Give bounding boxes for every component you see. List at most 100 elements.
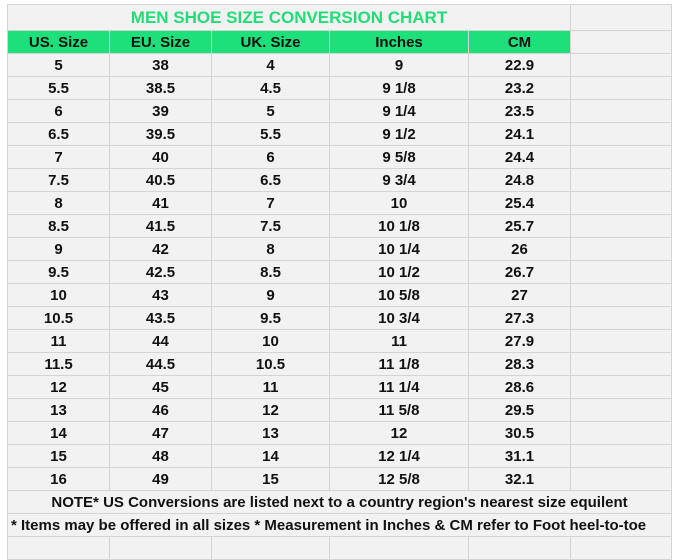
table-cell[interactable]: 23.5 bbox=[468, 99, 571, 123]
table-cell[interactable]: 31.1 bbox=[468, 444, 571, 468]
table-cell[interactable]: 9 1/2 bbox=[329, 122, 469, 146]
empty-cell[interactable] bbox=[329, 536, 469, 560]
empty-cell[interactable] bbox=[570, 4, 672, 31]
empty-cell[interactable] bbox=[7, 536, 110, 560]
table-cell[interactable]: 9 1/4 bbox=[329, 99, 469, 123]
table-cell[interactable]: 49 bbox=[109, 467, 212, 491]
table-cell[interactable]: 12 bbox=[7, 375, 110, 399]
empty-cell[interactable] bbox=[570, 444, 672, 468]
table-cell[interactable]: 8.5 bbox=[7, 214, 110, 238]
empty-cell[interactable] bbox=[570, 260, 672, 284]
table-cell[interactable]: 39 bbox=[109, 99, 212, 123]
table-cell[interactable]: 27.3 bbox=[468, 306, 571, 330]
table-cell[interactable]: 9 bbox=[211, 283, 330, 307]
empty-cell[interactable] bbox=[211, 536, 330, 560]
table-cell[interactable]: 10 1/4 bbox=[329, 237, 469, 261]
table-cell[interactable]: 9 3/4 bbox=[329, 168, 469, 192]
table-cell[interactable]: 43 bbox=[109, 283, 212, 307]
table-cell[interactable]: 11 1/8 bbox=[329, 352, 469, 376]
table-cell[interactable]: 42 bbox=[109, 237, 212, 261]
table-cell[interactable]: 9 1/8 bbox=[329, 76, 469, 100]
table-cell[interactable]: 10 5/8 bbox=[329, 283, 469, 307]
table-cell[interactable]: 42.5 bbox=[109, 260, 212, 284]
empty-cell[interactable] bbox=[570, 99, 672, 123]
table-cell[interactable]: 5.5 bbox=[211, 122, 330, 146]
table-cell[interactable]: 38 bbox=[109, 53, 212, 77]
table-cell[interactable]: 7 bbox=[211, 191, 330, 215]
table-cell[interactable]: 25.7 bbox=[468, 214, 571, 238]
table-cell[interactable]: 26.7 bbox=[468, 260, 571, 284]
table-cell[interactable]: 41 bbox=[109, 191, 212, 215]
table-cell[interactable]: 12 bbox=[329, 421, 469, 445]
empty-cell[interactable] bbox=[570, 467, 672, 491]
empty-cell[interactable] bbox=[570, 283, 672, 307]
table-cell[interactable]: 7.5 bbox=[211, 214, 330, 238]
empty-cell[interactable] bbox=[570, 398, 672, 422]
table-cell[interactable]: 11 1/4 bbox=[329, 375, 469, 399]
table-cell[interactable]: 6 bbox=[211, 145, 330, 169]
table-cell[interactable]: 13 bbox=[7, 398, 110, 422]
table-cell[interactable]: 44 bbox=[109, 329, 212, 353]
table-cell[interactable]: 24.8 bbox=[468, 168, 571, 192]
table-cell[interactable]: 14 bbox=[211, 444, 330, 468]
table-cell[interactable]: 10 bbox=[211, 329, 330, 353]
table-cell[interactable]: 9 bbox=[7, 237, 110, 261]
empty-cell[interactable] bbox=[570, 191, 672, 215]
empty-cell[interactable] bbox=[570, 30, 672, 54]
empty-cell[interactable] bbox=[468, 536, 571, 560]
table-cell[interactable]: 10.5 bbox=[7, 306, 110, 330]
table-cell[interactable]: 10 1/8 bbox=[329, 214, 469, 238]
table-cell[interactable]: 15 bbox=[211, 467, 330, 491]
table-cell[interactable]: 12 1/4 bbox=[329, 444, 469, 468]
table-cell[interactable]: 41.5 bbox=[109, 214, 212, 238]
table-cell[interactable]: 11 bbox=[7, 329, 110, 353]
table-cell[interactable]: 40.5 bbox=[109, 168, 212, 192]
table-cell[interactable]: 48 bbox=[109, 444, 212, 468]
table-cell[interactable]: 6 bbox=[7, 99, 110, 123]
table-cell[interactable]: 16 bbox=[7, 467, 110, 491]
empty-cell[interactable] bbox=[570, 375, 672, 399]
table-cell[interactable]: 11.5 bbox=[7, 352, 110, 376]
empty-cell[interactable] bbox=[570, 76, 672, 100]
table-cell[interactable]: 7.5 bbox=[7, 168, 110, 192]
table-cell[interactable]: 8.5 bbox=[211, 260, 330, 284]
table-cell[interactable]: 25.4 bbox=[468, 191, 571, 215]
table-cell[interactable]: 15 bbox=[7, 444, 110, 468]
table-cell[interactable]: 8 bbox=[7, 191, 110, 215]
table-cell[interactable]: 24.1 bbox=[468, 122, 571, 146]
empty-cell[interactable] bbox=[570, 329, 672, 353]
empty-cell[interactable] bbox=[570, 53, 672, 77]
table-cell[interactable]: 6.5 bbox=[7, 122, 110, 146]
table-cell[interactable]: 14 bbox=[7, 421, 110, 445]
empty-cell[interactable] bbox=[570, 168, 672, 192]
table-cell[interactable]: 10 bbox=[329, 191, 469, 215]
empty-cell[interactable] bbox=[570, 352, 672, 376]
table-cell[interactable]: 12 5/8 bbox=[329, 467, 469, 491]
table-cell[interactable]: 12 bbox=[211, 398, 330, 422]
table-cell[interactable]: 5 bbox=[7, 53, 110, 77]
table-cell[interactable]: 9 bbox=[329, 53, 469, 77]
table-cell[interactable]: 30.5 bbox=[468, 421, 571, 445]
table-cell[interactable]: 27.9 bbox=[468, 329, 571, 353]
table-cell[interactable]: 5 bbox=[211, 99, 330, 123]
table-cell[interactable]: 32.1 bbox=[468, 467, 571, 491]
empty-cell[interactable] bbox=[570, 214, 672, 238]
table-cell[interactable]: 24.4 bbox=[468, 145, 571, 169]
table-cell[interactable]: 23.2 bbox=[468, 76, 571, 100]
table-cell[interactable]: 10 3/4 bbox=[329, 306, 469, 330]
table-cell[interactable]: 13 bbox=[211, 421, 330, 445]
table-cell[interactable]: 26 bbox=[468, 237, 571, 261]
table-cell[interactable]: 10.5 bbox=[211, 352, 330, 376]
table-cell[interactable]: 11 bbox=[329, 329, 469, 353]
table-cell[interactable]: 6.5 bbox=[211, 168, 330, 192]
empty-cell[interactable] bbox=[570, 421, 672, 445]
table-cell[interactable]: 4.5 bbox=[211, 76, 330, 100]
empty-cell[interactable] bbox=[570, 306, 672, 330]
table-cell[interactable]: 40 bbox=[109, 145, 212, 169]
table-cell[interactable]: 8 bbox=[211, 237, 330, 261]
table-cell[interactable]: 10 1/2 bbox=[329, 260, 469, 284]
table-cell[interactable]: 39.5 bbox=[109, 122, 212, 146]
empty-cell[interactable] bbox=[570, 536, 672, 560]
table-cell[interactable]: 46 bbox=[109, 398, 212, 422]
table-cell[interactable]: 5.5 bbox=[7, 76, 110, 100]
